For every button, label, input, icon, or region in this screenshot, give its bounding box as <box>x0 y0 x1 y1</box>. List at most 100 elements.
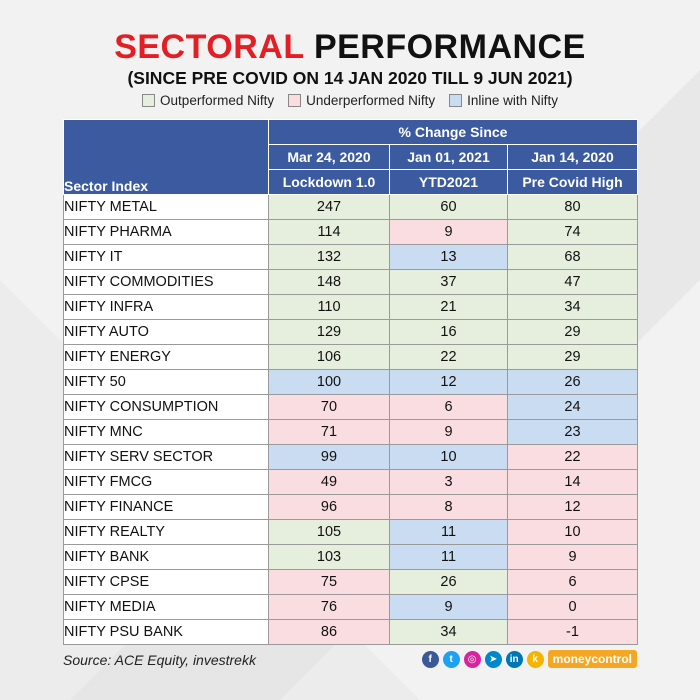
sector-name: NIFTY REALTY <box>63 519 269 545</box>
table-row: NIFTY CONSUMPTION 70 6 24 <box>63 394 638 420</box>
sector-name: NIFTY MNC <box>63 419 269 445</box>
sector-index-header: Sector Index <box>63 119 269 195</box>
table-row: NIFTY BANK 103 11 9 <box>63 544 638 570</box>
value-cell: 6 <box>507 569 638 595</box>
social-bar: f t ◎ ➤ in k moneycontrol <box>421 650 637 668</box>
legend-item: Inline with Nifty <box>449 93 558 108</box>
value-cell: 75 <box>268 569 390 595</box>
value-cell: 29 <box>507 344 638 370</box>
sector-name: NIFTY FINANCE <box>63 494 269 520</box>
source-note: Source: ACE Equity, investrekk <box>63 652 256 668</box>
value-cell: 132 <box>268 244 390 270</box>
value-cell: 34 <box>389 619 508 645</box>
sector-name: NIFTY ENERGY <box>63 344 269 370</box>
table-row: NIFTY FMCG 49 3 14 <box>63 469 638 495</box>
value-cell: 10 <box>507 519 638 545</box>
sector-name: NIFTY AUTO <box>63 319 269 345</box>
value-cell: 34 <box>507 294 638 320</box>
value-cell: 0 <box>507 594 638 620</box>
page-subtitle: (SINCE PRE COVID ON 14 JAN 2020 TILL 9 J… <box>127 68 573 88</box>
value-cell: 9 <box>389 419 508 445</box>
page-title: SECTORAL PERFORMANCE <box>0 28 700 67</box>
table-row: NIFTY 50 100 12 26 <box>63 369 638 395</box>
table-row: NIFTY MNC 71 9 23 <box>63 419 638 445</box>
value-cell: 12 <box>389 369 508 395</box>
value-cell: 22 <box>507 444 638 470</box>
sector-name: NIFTY PHARMA <box>63 219 269 245</box>
value-cell: 105 <box>268 519 390 545</box>
value-cell: -1 <box>507 619 638 645</box>
value-cell: 49 <box>268 469 390 495</box>
twitter-icon[interactable]: t <box>442 650 460 668</box>
value-cell: 24 <box>507 394 638 420</box>
table-row: NIFTY SERV SECTOR 99 10 22 <box>63 444 638 470</box>
sector-table: Sector Index % Change Since Mar 24, 2020… <box>63 119 638 645</box>
value-cell: 12 <box>507 494 638 520</box>
value-cell: 22 <box>389 344 508 370</box>
value-cell: 9 <box>389 594 508 620</box>
pct-change-header: % Change Since <box>268 119 638 145</box>
sector-name: NIFTY BANK <box>63 544 269 570</box>
value-cell: 37 <box>389 269 508 295</box>
value-cell: 110 <box>268 294 390 320</box>
legend-swatch <box>288 94 302 107</box>
brand-logo: moneycontrol <box>547 650 637 668</box>
value-cell: 9 <box>389 219 508 245</box>
sector-name: NIFTY SERV SECTOR <box>63 444 269 470</box>
legend-swatch <box>142 94 156 107</box>
value-cell: 10 <box>389 444 508 470</box>
value-cell: 26 <box>389 569 508 595</box>
value-cell: 106 <box>268 344 390 370</box>
value-cell: 68 <box>507 244 638 270</box>
table-row: NIFTY METAL 247 60 80 <box>63 194 638 220</box>
title-accent: SECTORAL <box>114 28 304 66</box>
table-row: NIFTY INFRA 110 21 34 <box>63 294 638 320</box>
table-row: NIFTY CPSE 75 26 6 <box>63 569 638 595</box>
col-label-header: Pre Covid High <box>507 169 638 195</box>
col-date-header: Jan 14, 2020 <box>507 144 638 170</box>
table-row: NIFTY ENERGY 106 22 29 <box>63 344 638 370</box>
value-cell: 80 <box>507 194 638 220</box>
value-cell: 9 <box>507 544 638 570</box>
col-label-header: Lockdown 1.0 <box>268 169 390 195</box>
legend-item: Underperformed Nifty <box>288 93 435 108</box>
col-date-header: Mar 24, 2020 <box>268 144 390 170</box>
value-cell: 96 <box>268 494 390 520</box>
legend-swatch <box>449 94 463 107</box>
value-cell: 114 <box>268 219 390 245</box>
instagram-icon[interactable]: ◎ <box>463 650 481 668</box>
value-cell: 3 <box>389 469 508 495</box>
value-cell: 247 <box>268 194 390 220</box>
facebook-icon[interactable]: f <box>421 650 439 668</box>
value-cell: 129 <box>268 319 390 345</box>
telegram-icon[interactable]: ➤ <box>484 650 502 668</box>
linkedin-icon[interactable]: in <box>505 650 523 668</box>
legend-item: Outperformed Nifty <box>142 93 274 108</box>
value-cell: 16 <box>389 319 508 345</box>
sector-name: NIFTY FMCG <box>63 469 269 495</box>
sector-name: NIFTY INFRA <box>63 294 269 320</box>
sector-name: NIFTY CPSE <box>63 569 269 595</box>
value-cell: 99 <box>268 444 390 470</box>
value-cell: 26 <box>507 369 638 395</box>
koo-icon[interactable]: k <box>526 650 544 668</box>
value-cell: 60 <box>389 194 508 220</box>
sector-name: NIFTY MEDIA <box>63 594 269 620</box>
value-cell: 29 <box>507 319 638 345</box>
value-cell: 11 <box>389 544 508 570</box>
sector-name: NIFTY IT <box>63 244 269 270</box>
table-body: NIFTY METAL 247 60 80 NIFTY PHARMA 114 9 74 NIFT… <box>63 194 638 645</box>
value-cell: 8 <box>389 494 508 520</box>
table-row: NIFTY PSU BANK 86 34 -1 <box>63 619 638 645</box>
table-row: NIFTY REALTY 105 11 10 <box>63 519 638 545</box>
table-row: NIFTY COMMODITIES 148 37 47 <box>63 269 638 295</box>
value-cell: 70 <box>268 394 390 420</box>
value-cell: 47 <box>507 269 638 295</box>
value-cell: 13 <box>389 244 508 270</box>
value-cell: 71 <box>268 419 390 445</box>
col-label-header: YTD2021 <box>389 169 508 195</box>
title-main: PERFORMANCE <box>313 28 586 66</box>
legend-label: Outperformed Nifty <box>160 93 275 108</box>
value-cell: 21 <box>389 294 508 320</box>
table-row: NIFTY FINANCE 96 8 12 <box>63 494 638 520</box>
